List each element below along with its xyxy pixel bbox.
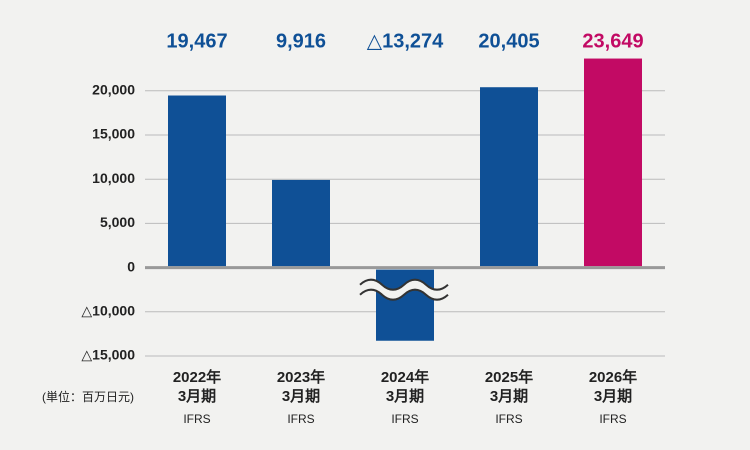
value-label: 23,649 [582, 30, 643, 52]
value-label: 20,405 [478, 30, 539, 52]
y-tick-label: 20,000 [92, 82, 135, 98]
value-label: △13,274 [367, 30, 444, 52]
x-tick-label: 3月期 [490, 387, 528, 405]
y-tick-label: △15,000 [81, 347, 135, 363]
x-tick-label: 3月期 [282, 387, 320, 405]
x-tick-sublabel: IFRS [599, 412, 626, 426]
bar [376, 269, 434, 341]
x-tick-label: 3月期 [594, 387, 632, 405]
axis-break-line [359, 288, 449, 301]
y-tick-label: 15,000 [92, 126, 135, 142]
y-tick-label: 10,000 [92, 170, 135, 186]
bar [168, 95, 226, 267]
x-tick-label: 2025年 [485, 368, 533, 386]
value-label: 9,916 [276, 30, 326, 52]
x-tick-sublabel: IFRS [183, 412, 210, 426]
unit-label: (単位：百万日元) [42, 389, 134, 404]
value-label: 19,467 [166, 30, 227, 52]
x-tick-sublabel: IFRS [495, 412, 522, 426]
bar [272, 179, 330, 267]
bar [480, 87, 538, 267]
y-tick-label: 0 [127, 258, 135, 274]
axis-break-line [359, 278, 449, 291]
x-tick-label: 2022年 [173, 368, 221, 386]
x-tick-label: 2023年 [277, 368, 325, 386]
x-tick-sublabel: IFRS [287, 412, 314, 426]
y-tick-label: 5,000 [100, 214, 135, 230]
x-tick-sublabel: IFRS [391, 412, 418, 426]
y-tick-label: △10,000 [81, 303, 135, 319]
x-tick-label: 2024年 [381, 368, 429, 386]
x-tick-label: 3月期 [178, 387, 216, 405]
x-tick-label: 3月期 [386, 387, 424, 405]
bar [584, 58, 642, 267]
x-tick-label: 2026年 [589, 368, 637, 386]
